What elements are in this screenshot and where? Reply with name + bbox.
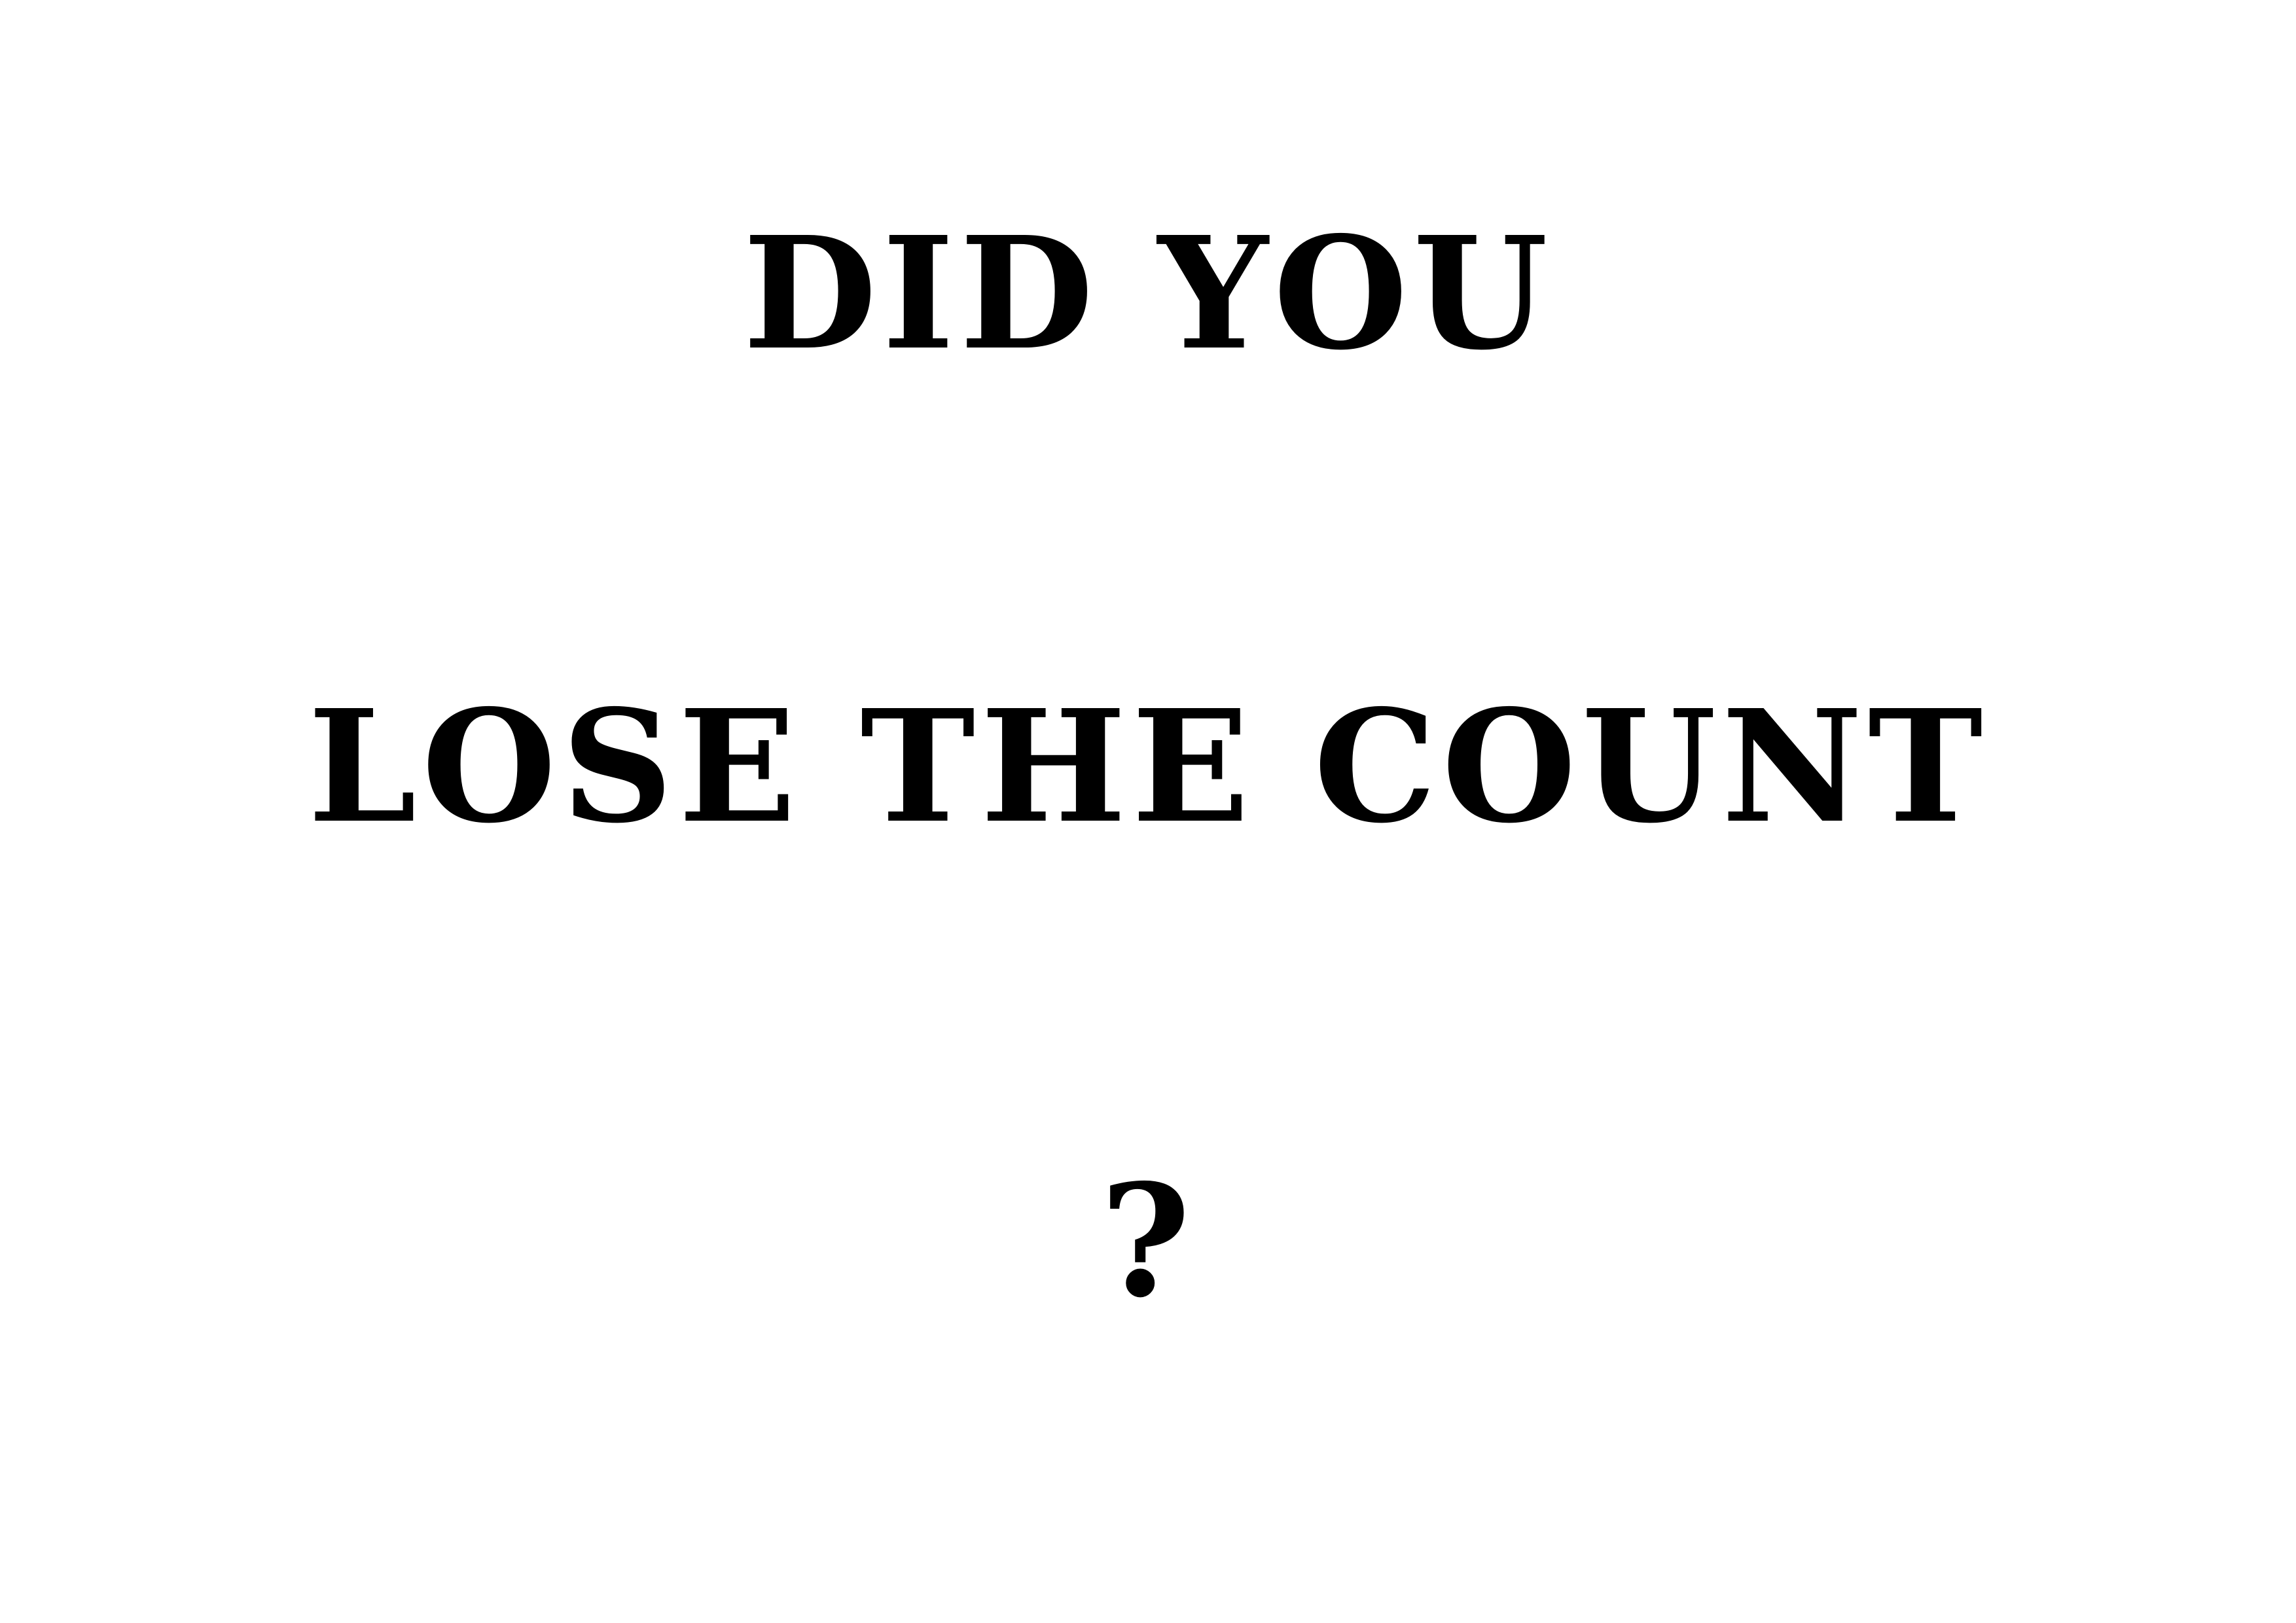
poster-line-2: LOSE THE COUNT — [308, 675, 1988, 857]
poster-question-mark: ? — [1100, 1150, 1196, 1332]
poster-line-1: DID YOU — [743, 202, 1553, 384]
